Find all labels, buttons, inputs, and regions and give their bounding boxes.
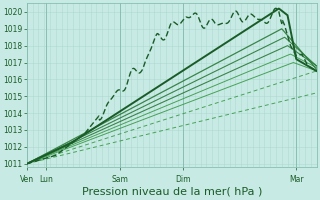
X-axis label: Pression niveau de la mer( hPa ): Pression niveau de la mer( hPa ) bbox=[82, 187, 262, 197]
